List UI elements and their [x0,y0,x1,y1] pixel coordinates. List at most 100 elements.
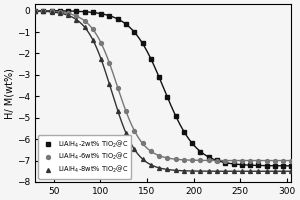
LiAlH$_4$-6wt% TiO$_2$@C [124,110,128,113]
LiAlH$_4$-6wt% TiO$_2$@C [99,42,103,44]
LiAlH$_4$-6wt% TiO$_2$@C [50,10,53,13]
LiAlH$_4$-8wt% TiO$_2$@C [182,170,186,172]
LiAlH$_4$-2wt% TiO$_2$@C [83,11,86,13]
LiAlH$_4$-6wt% TiO$_2$@C [174,158,178,160]
LiAlH$_4$-6wt% TiO$_2$@C [207,159,211,162]
LiAlH$_4$-2wt% TiO$_2$@C [108,15,111,17]
LiAlH$_4$-6wt% TiO$_2$@C [33,10,37,12]
LiAlH$_4$-2wt% TiO$_2$@C [232,163,235,165]
LiAlH$_4$-8wt% TiO$_2$@C [41,10,45,12]
LiAlH$_4$-2wt% TiO$_2$@C [207,156,211,158]
LiAlH$_4$-2wt% TiO$_2$@C [182,130,186,133]
LiAlH$_4$-6wt% TiO$_2$@C [199,159,202,162]
LiAlH$_4$-2wt% TiO$_2$@C [273,165,277,167]
LiAlH$_4$-8wt% TiO$_2$@C [66,14,70,17]
LiAlH$_4$-8wt% TiO$_2$@C [215,170,219,172]
LiAlH$_4$-6wt% TiO$_2$@C [157,154,161,157]
LiAlH$_4$-8wt% TiO$_2$@C [290,170,293,172]
LiAlH$_4$-6wt% TiO$_2$@C [265,159,268,162]
LiAlH$_4$-6wt% TiO$_2$@C [166,157,169,159]
LiAlH$_4$-8wt% TiO$_2$@C [149,164,153,166]
LiAlH$_4$-6wt% TiO$_2$@C [108,62,111,65]
LiAlH$_4$-8wt% TiO$_2$@C [91,39,95,41]
LiAlH$_4$-8wt% TiO$_2$@C [224,170,227,172]
LiAlH$_4$-6wt% TiO$_2$@C [190,159,194,161]
Y-axis label: H/ M(wt%): H/ M(wt%) [4,68,14,119]
LiAlH$_4$-8wt% TiO$_2$@C [281,170,285,172]
LiAlH$_4$-6wt% TiO$_2$@C [224,159,227,162]
LiAlH$_4$-8wt% TiO$_2$@C [232,170,235,172]
Line: LiAlH$_4$-8wt% TiO$_2$@C: LiAlH$_4$-8wt% TiO$_2$@C [33,9,293,173]
LiAlH$_4$-6wt% TiO$_2$@C [83,20,86,22]
LiAlH$_4$-2wt% TiO$_2$@C [66,10,70,12]
LiAlH$_4$-2wt% TiO$_2$@C [215,159,219,162]
LiAlH$_4$-2wt% TiO$_2$@C [58,10,62,12]
LiAlH$_4$-6wt% TiO$_2$@C [66,12,70,15]
LiAlH$_4$-6wt% TiO$_2$@C [141,142,144,145]
LiAlH$_4$-8wt% TiO$_2$@C [124,132,128,134]
LiAlH$_4$-2wt% TiO$_2$@C [50,10,53,12]
LiAlH$_4$-6wt% TiO$_2$@C [240,159,244,162]
LiAlH$_4$-2wt% TiO$_2$@C [141,42,144,45]
LiAlH$_4$-8wt% TiO$_2$@C [265,170,268,172]
LiAlH$_4$-8wt% TiO$_2$@C [273,170,277,172]
LiAlH$_4$-2wt% TiO$_2$@C [116,18,120,20]
LiAlH$_4$-6wt% TiO$_2$@C [256,159,260,162]
LiAlH$_4$-8wt% TiO$_2$@C [50,11,53,13]
LiAlH$_4$-8wt% TiO$_2$@C [108,83,111,86]
LiAlH$_4$-2wt% TiO$_2$@C [248,164,252,166]
LiAlH$_4$-8wt% TiO$_2$@C [141,158,144,160]
LiAlH$_4$-2wt% TiO$_2$@C [99,13,103,15]
LiAlH$_4$-2wt% TiO$_2$@C [290,165,293,167]
LiAlH$_4$-8wt% TiO$_2$@C [199,170,202,172]
LiAlH$_4$-8wt% TiO$_2$@C [207,170,211,172]
LiAlH$_4$-2wt% TiO$_2$@C [265,164,268,167]
LiAlH$_4$-2wt% TiO$_2$@C [157,76,161,78]
LiAlH$_4$-2wt% TiO$_2$@C [174,115,178,117]
Legend: LiAlH$_4$-2wt% TiO$_2$@C, LiAlH$_4$-6wt% TiO$_2$@C, LiAlH$_4$-8wt% TiO$_2$@C: LiAlH$_4$-2wt% TiO$_2$@C, LiAlH$_4$-6wt%… [38,135,131,179]
LiAlH$_4$-6wt% TiO$_2$@C [91,28,95,31]
LiAlH$_4$-6wt% TiO$_2$@C [133,129,136,132]
LiAlH$_4$-8wt% TiO$_2$@C [116,110,120,112]
LiAlH$_4$-2wt% TiO$_2$@C [256,164,260,167]
LiAlH$_4$-2wt% TiO$_2$@C [41,9,45,12]
LiAlH$_4$-6wt% TiO$_2$@C [248,159,252,162]
LiAlH$_4$-6wt% TiO$_2$@C [149,150,153,152]
LiAlH$_4$-6wt% TiO$_2$@C [281,159,285,162]
Line: LiAlH$_4$-6wt% TiO$_2$@C: LiAlH$_4$-6wt% TiO$_2$@C [33,9,293,162]
LiAlH$_4$-8wt% TiO$_2$@C [174,169,178,172]
LiAlH$_4$-2wt% TiO$_2$@C [149,58,153,60]
LiAlH$_4$-2wt% TiO$_2$@C [133,31,136,33]
LiAlH$_4$-8wt% TiO$_2$@C [248,170,252,172]
LiAlH$_4$-8wt% TiO$_2$@C [83,26,86,28]
LiAlH$_4$-6wt% TiO$_2$@C [273,159,277,162]
LiAlH$_4$-8wt% TiO$_2$@C [99,58,103,61]
LiAlH$_4$-6wt% TiO$_2$@C [232,159,235,162]
LiAlH$_4$-6wt% TiO$_2$@C [116,86,120,89]
LiAlH$_4$-6wt% TiO$_2$@C [215,159,219,162]
LiAlH$_4$-6wt% TiO$_2$@C [75,15,78,17]
LiAlH$_4$-2wt% TiO$_2$@C [33,9,37,12]
LiAlH$_4$-8wt% TiO$_2$@C [190,170,194,172]
LiAlH$_4$-6wt% TiO$_2$@C [41,10,45,12]
LiAlH$_4$-8wt% TiO$_2$@C [133,148,136,150]
LiAlH$_4$-8wt% TiO$_2$@C [33,10,37,12]
LiAlH$_4$-8wt% TiO$_2$@C [75,18,78,21]
LiAlH$_4$-8wt% TiO$_2$@C [58,12,62,14]
LiAlH$_4$-2wt% TiO$_2$@C [190,142,194,145]
LiAlH$_4$-8wt% TiO$_2$@C [157,167,161,169]
LiAlH$_4$-2wt% TiO$_2$@C [240,164,244,166]
LiAlH$_4$-2wt% TiO$_2$@C [124,23,128,25]
LiAlH$_4$-8wt% TiO$_2$@C [240,170,244,172]
LiAlH$_4$-2wt% TiO$_2$@C [75,10,78,12]
LiAlH$_4$-6wt% TiO$_2$@C [182,159,186,161]
LiAlH$_4$-8wt% TiO$_2$@C [256,170,260,172]
LiAlH$_4$-2wt% TiO$_2$@C [166,96,169,98]
LiAlH$_4$-8wt% TiO$_2$@C [166,168,169,171]
LiAlH$_4$-2wt% TiO$_2$@C [199,150,202,153]
LiAlH$_4$-2wt% TiO$_2$@C [224,161,227,164]
LiAlH$_4$-6wt% TiO$_2$@C [290,159,293,162]
LiAlH$_4$-2wt% TiO$_2$@C [281,165,285,167]
Line: LiAlH$_4$-2wt% TiO$_2$@C: LiAlH$_4$-2wt% TiO$_2$@C [33,9,293,168]
LiAlH$_4$-2wt% TiO$_2$@C [91,11,95,14]
